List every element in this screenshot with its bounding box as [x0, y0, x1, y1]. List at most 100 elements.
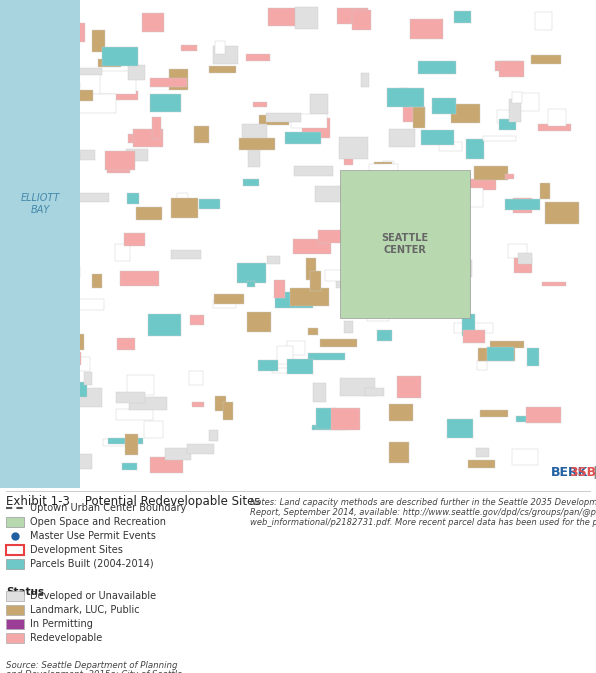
Bar — [387, 88, 424, 107]
Bar — [381, 289, 392, 307]
Bar — [451, 104, 480, 122]
Bar — [403, 296, 432, 301]
Bar — [194, 126, 209, 143]
Bar — [107, 158, 131, 173]
Bar — [6, 619, 24, 629]
Bar — [76, 192, 110, 201]
Bar — [83, 372, 92, 385]
Text: Report, September 2014, available: http://www.seattle.gov/dpd/cs/groups/pan/@pan: Report, September 2014, available: http:… — [250, 508, 596, 517]
Bar — [267, 256, 280, 264]
Bar — [287, 359, 313, 374]
Bar — [136, 207, 162, 220]
Bar — [416, 260, 442, 277]
Bar — [355, 197, 375, 213]
Bar — [526, 406, 561, 423]
Bar — [302, 118, 330, 139]
Bar — [454, 323, 493, 332]
Bar — [243, 179, 259, 186]
Bar — [214, 294, 244, 304]
Bar — [103, 439, 130, 446]
Text: Redevelopable: Redevelopable — [30, 633, 103, 643]
Bar — [352, 10, 371, 30]
Bar — [499, 61, 524, 77]
Bar — [368, 195, 381, 217]
Bar — [377, 330, 392, 341]
Bar — [0, 0, 80, 488]
Bar — [337, 9, 368, 24]
Bar — [312, 382, 326, 402]
Bar — [483, 135, 516, 141]
Bar — [259, 360, 278, 371]
Bar — [505, 174, 514, 179]
Bar — [122, 463, 137, 470]
Bar — [308, 328, 318, 334]
Text: Source: Seattle Department of Planning: Source: Seattle Department of Planning — [6, 661, 178, 670]
Bar — [315, 186, 351, 201]
Bar — [355, 176, 377, 188]
Bar — [344, 320, 353, 332]
Bar — [535, 12, 552, 30]
Text: Status: Status — [6, 587, 44, 597]
Bar — [381, 207, 414, 223]
Bar — [489, 341, 524, 348]
Text: BERK: BERK — [551, 466, 588, 479]
Bar — [128, 134, 142, 143]
Bar — [306, 258, 315, 280]
Bar — [294, 166, 333, 176]
Bar — [124, 233, 145, 246]
Bar — [414, 106, 425, 128]
Bar — [513, 450, 538, 465]
Bar — [92, 275, 101, 288]
Bar — [505, 199, 540, 210]
Bar — [293, 239, 331, 254]
Bar — [474, 166, 508, 180]
Bar — [409, 265, 438, 281]
Bar — [103, 47, 138, 66]
Bar — [538, 125, 571, 131]
Bar — [209, 430, 218, 441]
Bar — [171, 199, 198, 218]
Bar — [462, 314, 475, 336]
Text: Exhibit 1-3    Potential Redevelopable Sites: Exhibit 1-3 Potential Redevelopable Site… — [6, 495, 260, 508]
Bar — [340, 170, 470, 318]
Bar — [237, 263, 266, 283]
Bar — [540, 183, 550, 199]
Bar — [253, 102, 266, 107]
Bar — [399, 88, 408, 96]
Bar — [548, 109, 566, 126]
Text: Notes: Land capacity methods are described further in the Seattle 2035 Developme: Notes: Land capacity methods are describ… — [250, 498, 596, 507]
Bar — [259, 114, 289, 125]
Bar — [98, 59, 121, 67]
Bar — [343, 244, 354, 252]
Text: web_informational/p2182731.pdf. More recent parcel data has been used for the pu: web_informational/p2182731.pdf. More rec… — [250, 518, 596, 527]
Bar — [531, 55, 561, 64]
Bar — [365, 388, 384, 396]
Bar — [133, 129, 163, 147]
Bar — [499, 119, 516, 131]
Bar — [144, 421, 163, 438]
Bar — [71, 67, 102, 75]
Bar — [454, 11, 471, 24]
Bar — [442, 255, 465, 277]
Bar — [247, 145, 260, 167]
Bar — [51, 236, 74, 246]
Bar — [52, 81, 80, 90]
Bar — [54, 334, 84, 351]
Bar — [70, 352, 80, 365]
Bar — [104, 92, 138, 100]
Bar — [79, 299, 104, 310]
Bar — [127, 192, 139, 204]
Bar — [495, 61, 520, 71]
Bar — [274, 280, 285, 298]
Text: ELLIOTT
BAY: ELLIOTT BAY — [20, 193, 60, 215]
Bar — [6, 559, 24, 569]
Bar — [496, 110, 511, 123]
Bar — [126, 149, 148, 161]
Bar — [193, 402, 204, 407]
Bar — [129, 397, 167, 409]
Bar — [480, 411, 508, 417]
Bar — [6, 633, 24, 643]
Bar — [462, 330, 485, 343]
Bar — [291, 114, 327, 128]
Bar — [79, 94, 116, 113]
